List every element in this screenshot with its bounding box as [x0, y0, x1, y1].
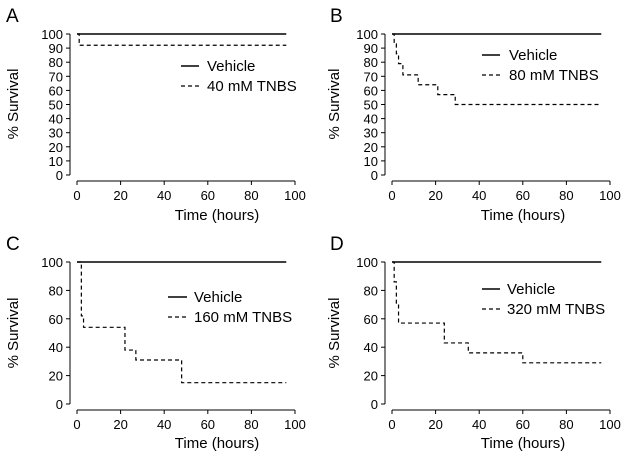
y-tick-label: 10 — [49, 154, 63, 169]
x-axis-title: Time (hours) — [175, 435, 259, 452]
panel-letter: C — [6, 234, 20, 255]
legend-label: Vehicle — [507, 281, 555, 298]
y-tick-label: 100 — [356, 255, 378, 270]
y-tick-label: 0 — [56, 168, 63, 183]
legend-label: 40 mM TNBS — [207, 78, 297, 95]
y-tick-label: 90 — [364, 41, 378, 56]
y-tick-label: 60 — [364, 312, 378, 327]
x-tick-label: 20 — [428, 188, 442, 203]
x-tick-label: 80 — [244, 188, 258, 203]
y-tick-label: 60 — [364, 83, 378, 98]
y-tick-label: 50 — [49, 98, 63, 113]
y-tick-label: 20 — [49, 140, 63, 155]
x-tick-label: 80 — [559, 417, 573, 432]
panel-c: C 0 20 40 60 80 100 0 20 40 60 80 100 Time (hours) % S… — [5, 234, 306, 452]
y-axis-title: % Survival — [326, 69, 343, 140]
x-tick-label: 100 — [599, 188, 621, 203]
x-tick-label: 20 — [113, 188, 127, 203]
y-tick-label: 70 — [49, 69, 63, 84]
series-line-tnbs — [77, 33, 287, 46]
y-tick-label: 100 — [41, 27, 63, 42]
y-tick-label: 100 — [41, 255, 63, 270]
y-tick-label: 30 — [364, 126, 378, 141]
x-tick-label: 60 — [516, 188, 530, 203]
x-tick-label: 0 — [73, 188, 80, 203]
x-tick-label: 40 — [157, 417, 171, 432]
y-tick-label: 60 — [49, 312, 63, 327]
legend-label: Vehicle — [509, 47, 557, 64]
panel-letter: B — [330, 6, 343, 27]
y-tick-label: 40 — [364, 112, 378, 127]
y-tick-label: 40 — [49, 112, 63, 127]
x-tick-label: 20 — [113, 417, 127, 432]
x-tick-label: 80 — [244, 417, 258, 432]
y-tick-label: 0 — [371, 168, 378, 183]
y-tick-label: 80 — [49, 55, 63, 70]
x-tick-label: 40 — [472, 188, 486, 203]
y-tick-label: 80 — [364, 55, 378, 70]
y-tick-label: 50 — [364, 98, 378, 113]
series-line-tnbs — [392, 33, 602, 106]
series-line-tnbs — [77, 261, 287, 384]
y-axis-title: % Survival — [5, 298, 22, 369]
x-tick-label: 40 — [472, 417, 486, 432]
legend-label: Vehicle — [207, 58, 255, 75]
y-axis-title: % Survival — [5, 69, 22, 140]
x-tick-label: 0 — [73, 417, 80, 432]
y-tick-label: 30 — [49, 126, 63, 141]
x-tick-label: 100 — [284, 188, 306, 203]
legend-label: Vehicle — [194, 289, 242, 306]
y-tick-label: 20 — [49, 369, 63, 384]
x-tick-label: 0 — [388, 188, 395, 203]
x-tick-label: 100 — [284, 417, 306, 432]
series-line-tnbs — [392, 261, 602, 364]
y-tick-label: 80 — [49, 283, 63, 298]
y-tick-label: 20 — [364, 140, 378, 155]
y-tick-label: 90 — [49, 41, 63, 56]
x-tick-label: 20 — [428, 417, 442, 432]
panel-letter: D — [330, 234, 344, 255]
x-tick-label: 0 — [388, 417, 395, 432]
y-tick-label: 70 — [364, 69, 378, 84]
legend-label: 320 mM TNBS — [507, 301, 605, 318]
x-tick-label: 80 — [559, 188, 573, 203]
x-tick-label: 60 — [516, 417, 530, 432]
x-axis-title: Time (hours) — [175, 207, 259, 224]
x-tick-label: 100 — [599, 417, 621, 432]
legend-label: 80 mM TNBS — [509, 67, 599, 84]
y-tick-label: 10 — [364, 154, 378, 169]
x-axis-title: Time (hours) — [481, 435, 565, 452]
y-tick-label: 40 — [49, 340, 63, 355]
y-tick-label: 80 — [364, 283, 378, 298]
x-tick-label: 40 — [157, 188, 171, 203]
y-axis-title: % Survival — [326, 298, 343, 369]
x-axis-title: Time (hours) — [481, 207, 565, 224]
panel-d: D 0 20 40 60 80 100 0 20 40 60 80 100 Time (hours) % S… — [326, 234, 621, 452]
panel-letter: A — [6, 6, 19, 27]
x-tick-label: 60 — [201, 188, 215, 203]
y-tick-label: 0 — [371, 397, 378, 412]
y-tick-label: 60 — [49, 83, 63, 98]
y-tick-label: 20 — [364, 369, 378, 384]
legend-label: 160 mM TNBS — [194, 309, 292, 326]
y-tick-label: 100 — [356, 27, 378, 42]
y-tick-label: 0 — [56, 397, 63, 412]
x-tick-label: 60 — [201, 417, 215, 432]
y-tick-label: 40 — [364, 340, 378, 355]
